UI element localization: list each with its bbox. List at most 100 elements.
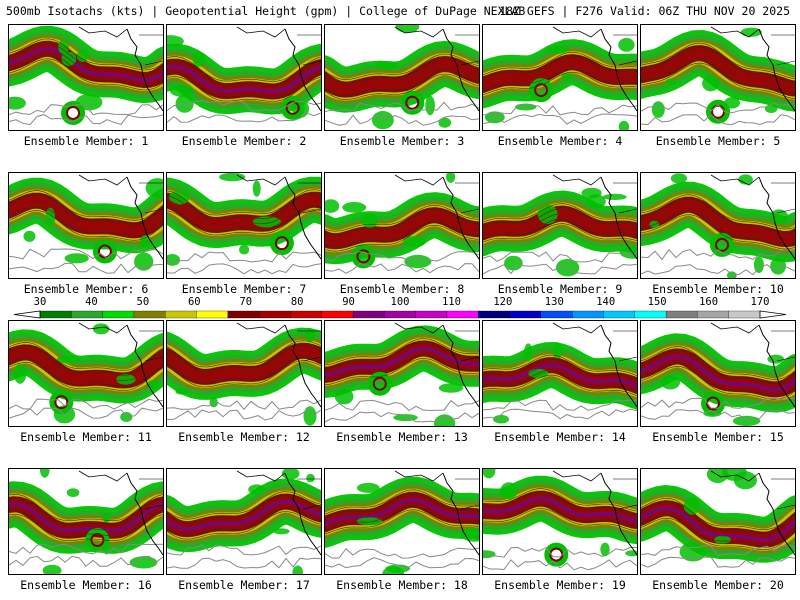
ensemble-panel-1	[8, 24, 164, 131]
colorbar-segment	[196, 310, 229, 319]
ensemble-panel-6	[8, 172, 164, 279]
ensemble-map	[9, 322, 163, 424]
ensemble-member-label: Ensemble Member: 4	[497, 134, 623, 148]
ensemble-panel-7	[166, 172, 322, 279]
ensemble-member-label: Ensemble Member: 16	[20, 578, 152, 592]
ensemble-member-label: Ensemble Member: 8	[339, 282, 465, 296]
ensemble-panel-13	[324, 320, 480, 427]
ensemble-member-label: Ensemble Member: 6	[23, 282, 149, 296]
colorbar-segment	[697, 310, 730, 319]
colorbar-segment	[728, 310, 761, 319]
ensemble-map	[641, 469, 795, 568]
ensemble-map	[641, 322, 795, 426]
ensemble-map	[483, 469, 637, 571]
colorbar-tick-label: 70	[239, 296, 253, 308]
ensemble-map	[483, 174, 637, 277]
colorbar-segment	[321, 310, 354, 319]
colorbar-segment	[540, 310, 573, 319]
ensemble-map	[167, 322, 321, 426]
map-title: 500mb Isotachs (kts) | Geopotential Heig…	[6, 4, 526, 18]
colorbar-left-arrow	[13, 310, 41, 319]
ensemble-member-label: Ensemble Member: 19	[494, 578, 626, 592]
ensemble-map	[325, 470, 479, 574]
ensemble-map	[641, 173, 795, 278]
ensemble-map	[9, 469, 163, 574]
ensemble-map	[325, 173, 479, 274]
ensemble-member-label: Ensemble Member: 10	[652, 282, 784, 296]
ensemble-panel-17	[166, 468, 322, 575]
ensemble-map	[167, 469, 321, 574]
colorbar-segment	[227, 310, 260, 319]
colorbar-segment	[478, 310, 511, 319]
colorbar-tick-label: 120	[493, 296, 513, 308]
ensemble-member-label: Ensemble Member: 18	[336, 578, 468, 592]
ensemble-map	[483, 322, 637, 424]
colorbar-tick-label: 100	[390, 296, 410, 308]
ensemble-member-label: Ensemble Member: 17	[178, 578, 310, 592]
colorbar-segment	[133, 310, 166, 319]
colorbar-segment	[572, 310, 604, 319]
colorbar-tick-label: 40	[85, 296, 98, 308]
colorbar-tick-label: 60	[187, 296, 201, 308]
colorbar-segment	[165, 310, 197, 319]
colorbar-segment	[634, 310, 667, 319]
ensemble-member-label: Ensemble Member: 9	[497, 282, 623, 296]
colorbar-segment	[603, 310, 636, 319]
ensemble-member-label: Ensemble Member: 13	[336, 430, 468, 444]
colorbar-segment	[352, 310, 385, 319]
ensemble-member-label: Ensemble Member: 11	[20, 430, 152, 444]
ensemble-panel-16	[8, 468, 164, 575]
model-run-info: 18Z GEFS | F276 Valid: 06Z THU NOV 20 20…	[499, 4, 790, 18]
ensemble-member-label: Ensemble Member: 3	[339, 134, 465, 148]
ensemble-member-label: Ensemble Member: 1	[23, 134, 149, 148]
ensemble-panel-2	[166, 24, 322, 131]
colorbar-segment	[71, 310, 104, 319]
ensemble-member-label: Ensemble Member: 2	[181, 134, 307, 148]
ensemble-map	[325, 322, 479, 426]
colorbar-tick-label: 80	[290, 296, 304, 308]
isotach-colorbar	[13, 310, 787, 319]
ensemble-panel-8	[324, 172, 480, 279]
colorbar-segment	[415, 310, 448, 319]
ensemble-panel-11	[8, 320, 164, 427]
ensemble-member-label: Ensemble Member: 5	[655, 134, 781, 148]
ensemble-member-label: Ensemble Member: 7	[181, 282, 307, 296]
ensemble-map	[641, 26, 795, 126]
ensemble-panel-10	[640, 172, 796, 279]
colorbar-segment	[102, 310, 135, 319]
colorbar-tick-label: 110	[441, 296, 461, 308]
ensemble-panel-15	[640, 320, 796, 427]
ensemble-panel-5	[640, 24, 796, 131]
colorbar-tick-label: 150	[647, 296, 667, 308]
ensemble-panel-19	[482, 468, 638, 575]
colorbar-right-arrow	[759, 310, 787, 319]
colorbar-segment	[509, 310, 542, 319]
ensemble-member-label: Ensemble Member: 15	[652, 430, 784, 444]
ensemble-map	[483, 26, 637, 130]
ensemble-map	[9, 25, 163, 126]
colorbar-segment	[384, 310, 417, 319]
colorbar-tick-label: 170	[750, 296, 770, 308]
ensemble-map	[9, 174, 163, 274]
colorbar-tick-label: 160	[699, 296, 719, 308]
colorbar-tick-label: 50	[136, 296, 150, 308]
ensemble-map	[325, 25, 479, 130]
ensemble-map	[167, 26, 321, 123]
ensemble-panel-20	[640, 468, 796, 575]
ensemble-panel-12	[166, 320, 322, 427]
ensemble-panel-4	[482, 24, 638, 131]
colorbar-segment	[39, 310, 72, 319]
ensemble-panel-18	[324, 468, 480, 575]
colorbar-tick-label: 90	[342, 296, 355, 308]
colorbar-tick-label: 30	[33, 296, 47, 308]
ensemble-member-label: Ensemble Member: 20	[652, 578, 784, 592]
colorbar-segment	[446, 310, 479, 319]
colorbar-segment	[258, 310, 291, 319]
ensemble-member-label: Ensemble Member: 14	[494, 430, 626, 444]
colorbar-segment	[290, 310, 323, 319]
ensemble-map	[167, 173, 321, 275]
ensemble-panel-3	[324, 24, 480, 131]
colorbar-tick-label: 140	[596, 296, 616, 308]
colorbar-tick-label: 130	[544, 296, 564, 308]
ensemble-panel-9	[482, 172, 638, 279]
